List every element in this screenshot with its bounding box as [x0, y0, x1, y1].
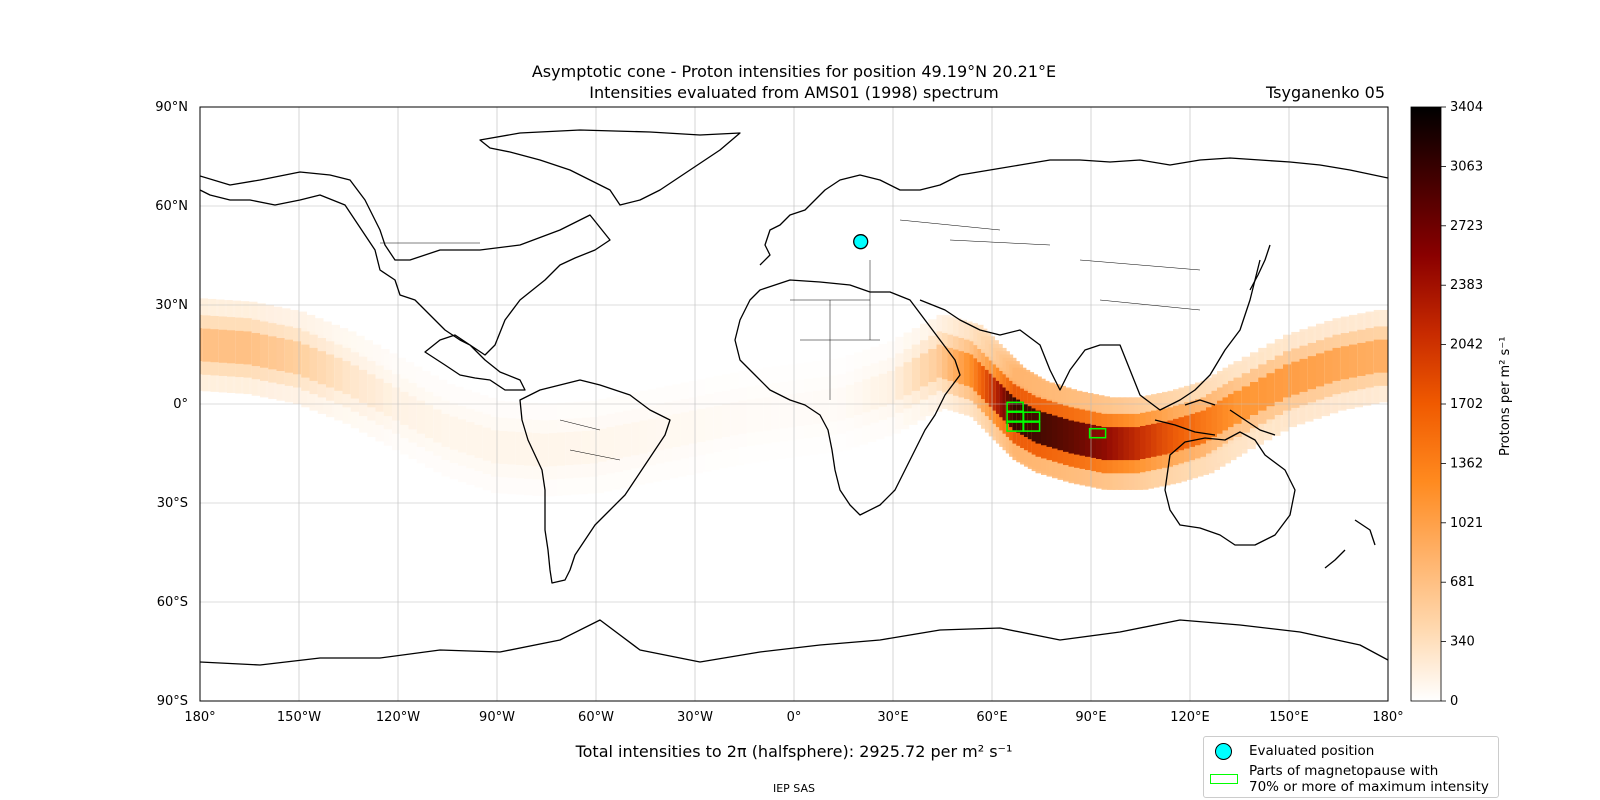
max-intensity-boxes — [1006, 401, 1107, 439]
lon-tick-label: 90°W — [479, 710, 515, 725]
lon-tick-label: 90°E — [1075, 710, 1106, 725]
lat-tick-label: 30°N — [155, 298, 188, 313]
lon-tick-label: 30°W — [677, 710, 713, 725]
latitude-tick-labels: 90°N 60°N 30°N 0° 30°S 60°S 90°S — [155, 100, 188, 709]
lat-tick-label: 30°S — [157, 496, 188, 511]
lat-tick-label: 90°N — [155, 100, 188, 115]
colorbar-tick-label: 681 — [1450, 575, 1475, 590]
antarctica-coast — [200, 619, 1388, 666]
country-borders — [380, 219, 1201, 461]
magnetopause-max-box — [1022, 411, 1041, 422]
new-zealand-coast — [1324, 519, 1376, 569]
europe-coast — [759, 157, 1388, 266]
lon-tick-label: 120°E — [1170, 710, 1210, 725]
lat-tick-label: 60°N — [155, 199, 188, 214]
colorbar-tick-label: 340 — [1450, 635, 1475, 650]
lon-tick-label: 30°E — [877, 710, 908, 725]
colorbar — [1410, 106, 1442, 702]
model-label: Tsyganenko 05 — [1266, 83, 1385, 102]
greenland-coast — [479, 129, 741, 206]
colorbar-ticks: 3404 3063 2723 2383 2042 1702 1362 1021 681 340 0 — [1441, 100, 1483, 709]
colorbar-tick-label: 0 — [1450, 694, 1458, 709]
colorbar-tick-label: 1362 — [1450, 456, 1483, 471]
lon-tick-label: 150°E — [1269, 710, 1309, 725]
evaluated-position-legend-icon — [1215, 743, 1232, 760]
colorbar-tick-label: 1702 — [1450, 397, 1483, 412]
lat-tick-label: 60°S — [157, 595, 188, 610]
colorbar-tick-label: 2042 — [1450, 338, 1483, 353]
credit-label: IEP SAS — [772, 782, 816, 795]
colorbar-tick-label: 3404 — [1450, 100, 1483, 115]
total-intensity-label: Total intensities to 2π (halfsphere): 29… — [575, 742, 1013, 761]
chart-subtitle: Intensities evaluated from AMS01 (1998) … — [589, 83, 999, 102]
africa-coast — [734, 279, 961, 516]
lon-tick-label: 120°W — [376, 710, 420, 725]
legend-magnetopause-1: Parts of magnetopause with — [1249, 763, 1439, 779]
legend-magnetopause-2: 70% or more of maximum intensity — [1249, 779, 1489, 795]
colorbar-tick-label: 3063 — [1450, 159, 1483, 174]
magnetopause-max-box — [1006, 401, 1024, 413]
map-frame — [199, 106, 1389, 702]
colorbar-tick-label: 2383 — [1450, 278, 1483, 293]
legend-evaluated: Evaluated position — [1249, 743, 1375, 759]
south-america-coast — [519, 379, 671, 584]
magnetopause-max-box — [1088, 427, 1107, 439]
lon-tick-label: 0° — [787, 710, 802, 725]
lon-tick-label: 180° — [1372, 710, 1403, 725]
lat-tick-label: 0° — [173, 397, 188, 412]
lon-tick-label: 60°E — [976, 710, 1007, 725]
lat-tick-label: 90°S — [157, 694, 188, 709]
magnetopause-max-box — [1022, 421, 1041, 432]
longitude-tick-labels: 180° 150°W 120°W 90°W 60°W 30°W 0° 30°E 60°E 90°E… — [184, 710, 1403, 725]
colorbar-tick-label: 2723 — [1450, 219, 1483, 234]
coastlines — [200, 129, 1388, 666]
lon-tick-label: 60°W — [578, 710, 614, 725]
australia-coast — [1164, 431, 1296, 546]
arabia-india-coast — [919, 259, 1261, 411]
legend: Evaluated position Parts of magnetopause… — [1203, 736, 1499, 798]
magnetopause-legend-icon — [1210, 774, 1238, 784]
evaluated-position-marker — [853, 234, 869, 250]
lon-tick-label: 150°W — [277, 710, 321, 725]
heat-cell — [1373, 339, 1388, 373]
chart-title: Asymptotic cone - Proton intensities for… — [531, 62, 1057, 81]
colorbar-tick-label: 1021 — [1450, 516, 1483, 531]
japan-coast — [1249, 244, 1271, 291]
colorbar-label: Protons per m² s⁻¹ — [1498, 336, 1513, 456]
north-america-coast — [200, 171, 611, 391]
lon-tick-label: 180° — [184, 710, 215, 725]
indonesia-islands — [1154, 399, 1276, 436]
border-lines — [380, 219, 1201, 461]
